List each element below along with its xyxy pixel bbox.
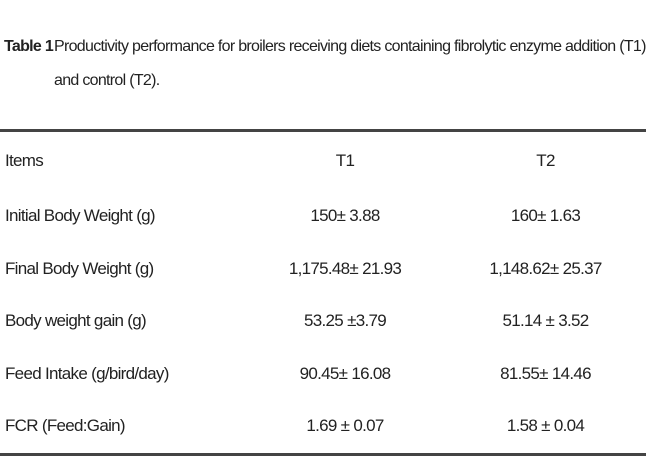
table-cell: Initial Body Weight (g) [5,206,156,226]
caption-text: Productivity performance for broilers re… [54,38,646,89]
table-cell: Feed Intake (g/bird/day) [5,363,169,383]
table-cell: 160± 1.63 [510,206,581,226]
header-cell: Items [5,151,44,170]
data-table: Items T1 T2 Initial Body Weight (g) 150± 3.… [0,129,646,456]
table-cell: 81.55± 14.46 [500,363,591,383]
caption-label: Table 1 [4,38,54,55]
table-row: Final Body Weight (g) 1,175.48± 21.93 1,14… [0,243,646,296]
table-cell: 150± 3.88 [310,206,380,226]
table-caption: Table 1 Productivity performance for bro… [4,30,648,98]
table-cell: Final Body Weight (g) [5,258,154,278]
table-cell: 1,175.48± 21.93 [288,258,402,278]
table-row: FCR (Feed:Gain) 1.69 ± 0.07 1.58 ± 0.04 [0,400,646,454]
table-cell: 1,148.62± 25.37 [489,258,602,278]
table-cell: 90.45± 16.08 [299,363,391,383]
table-cell: FCR (Feed:Gain) [5,416,126,436]
table-row: Body weight gain (g) 53.25 ±3.79 51.14 ± 3… [0,295,646,348]
table-cell: 53.25 ±3.79 [304,311,387,331]
table-cell: 51.14 ± 3.52 [502,311,589,331]
table-row: Feed Intake (g/bird/day) 90.45± 16.08 81.5… [0,348,646,401]
table-cell: Body weight gain (g) [5,311,147,331]
table-row: Initial Body Weight (g) 150± 3.88 160± 1.6… [0,190,646,243]
header-cell: T1 [335,151,355,170]
table-cell: 1.69 ± 0.07 [306,416,384,436]
header-row: Items T1 T2 [0,131,646,191]
table-cell: 1.58 ± 0.04 [506,416,585,436]
header-cell: T2 [536,151,555,170]
